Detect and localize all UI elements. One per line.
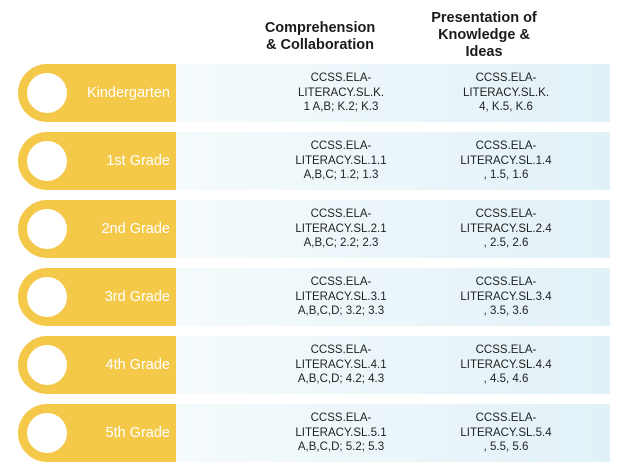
standard-line: LITERACY.SL.1.1 xyxy=(295,154,387,167)
standard-line: A,B,C; 1.2; 1.3 xyxy=(303,169,379,182)
standard-line: A,B,C; 2.2; 2.3 xyxy=(303,237,379,250)
standard-line: CCSS.ELA- xyxy=(475,208,537,221)
standard-line: , 3.5, 3.6 xyxy=(483,305,529,318)
standards-band: CCSS.ELA- LITERACY.SL.K. 1 A,B; K.2; K.3… xyxy=(176,64,610,122)
presentation-standard-cell: CCSS.ELA- LITERACY.SL.3.4 , 3.5, 3.6 xyxy=(426,268,586,326)
standards-band: CCSS.ELA- LITERACY.SL.1.1 A,B,C; 1.2; 1.… xyxy=(176,132,610,190)
grade-row-2nd: 2nd Grade CCSS.ELA- LITERACY.SL.2.1 A,B,… xyxy=(18,200,610,258)
grade-tab: 1st Grade xyxy=(18,132,176,190)
standard-line: CCSS.ELA- xyxy=(310,412,372,425)
standard-line: LITERACY.SL.2.4 xyxy=(460,222,552,235)
grade-tab: 3rd Grade xyxy=(18,268,176,326)
standards-band: CCSS.ELA- LITERACY.SL.5.1 A,B,C,D; 5.2; … xyxy=(176,404,610,462)
comprehension-standard-cell: CCSS.ELA- LITERACY.SL.3.1 A,B,C,D; 3.2; … xyxy=(266,268,416,326)
standard-line: CCSS.ELA- xyxy=(475,344,537,357)
standard-line: , 4.5, 4.6 xyxy=(483,373,529,386)
presentation-standard-cell: CCSS.ELA- LITERACY.SL.4.4 , 4.5, 4.6 xyxy=(426,336,586,394)
comprehension-standard-cell: CCSS.ELA- LITERACY.SL.K. 1 A,B; K.2; K.3 xyxy=(266,64,416,122)
circle-icon xyxy=(27,141,67,181)
column-header-line: Presentation of xyxy=(431,10,537,26)
standard-line: CCSS.ELA- xyxy=(310,344,372,357)
grade-row-3rd: 3rd Grade CCSS.ELA- LITERACY.SL.3.1 A,B,… xyxy=(18,268,610,326)
standard-line: CCSS.ELA- xyxy=(475,72,537,85)
standard-line: LITERACY.SL.5.1 xyxy=(295,426,387,439)
grade-label: Kindergarten xyxy=(86,85,170,101)
standard-line: LITERACY.SL.5.4 xyxy=(460,426,552,439)
standard-line: , 1.5, 1.6 xyxy=(483,169,529,182)
standard-line: A,B,C,D; 3.2; 3.3 xyxy=(297,305,385,318)
grade-row-5th: 5th Grade CCSS.ELA- LITERACY.SL.5.1 A,B,… xyxy=(18,404,610,462)
standards-band: CCSS.ELA- LITERACY.SL.3.1 A,B,C,D; 3.2; … xyxy=(176,268,610,326)
column-header-line: Knowledge & xyxy=(438,27,530,43)
presentation-standard-cell: CCSS.ELA- LITERACY.SL.5.4 , 5.5, 5.6 xyxy=(426,404,586,462)
circle-icon xyxy=(27,413,67,453)
presentation-standard-cell: CCSS.ELA- LITERACY.SL.2.4 , 2.5, 2.6 xyxy=(426,200,586,258)
standard-line: CCSS.ELA- xyxy=(475,276,537,289)
column-header-comprehension: Comprehension & Collaboration xyxy=(250,20,390,54)
grade-tab: 5th Grade xyxy=(18,404,176,462)
grade-row-1st: 1st Grade CCSS.ELA- LITERACY.SL.1.1 A,B,… xyxy=(18,132,610,190)
standard-line: CCSS.ELA- xyxy=(475,140,537,153)
standard-line: A,B,C,D; 4.2; 4.3 xyxy=(297,373,385,386)
grade-tab: Kindergarten xyxy=(18,64,176,122)
comprehension-standard-cell: CCSS.ELA- LITERACY.SL.4.1 A,B,C,D; 4.2; … xyxy=(266,336,416,394)
standard-line: 1 A,B; K.2; K.3 xyxy=(303,101,379,114)
grade-label: 3rd Grade xyxy=(104,289,170,305)
grade-tab: 2nd Grade xyxy=(18,200,176,258)
comprehension-standard-cell: CCSS.ELA- LITERACY.SL.2.1 A,B,C; 2.2; 2.… xyxy=(266,200,416,258)
standard-line: CCSS.ELA- xyxy=(310,72,372,85)
column-header-line: Comprehension xyxy=(264,20,376,36)
standard-line: CCSS.ELA- xyxy=(310,276,372,289)
standard-line: 4, K.5, K.6 xyxy=(479,101,533,114)
column-header-presentation: Presentation of Knowledge & Ideas xyxy=(410,10,558,61)
standards-band: CCSS.ELA- LITERACY.SL.4.1 A,B,C,D; 4.2; … xyxy=(176,336,610,394)
presentation-standard-cell: CCSS.ELA- LITERACY.SL.K. 4, K.5, K.6 xyxy=(426,64,586,122)
comprehension-standard-cell: CCSS.ELA- LITERACY.SL.5.1 A,B,C,D; 5.2; … xyxy=(266,404,416,462)
standard-line: A,B,C,D; 5.2; 5.3 xyxy=(297,441,385,454)
standard-line: , 2.5, 2.6 xyxy=(483,237,529,250)
grade-label: 4th Grade xyxy=(105,357,171,373)
grade-row-4th: 4th Grade CCSS.ELA- LITERACY.SL.4.1 A,B,… xyxy=(18,336,610,394)
standard-line: , 5.5, 5.6 xyxy=(483,441,529,454)
grade-tab: 4th Grade xyxy=(18,336,176,394)
comprehension-standard-cell: CCSS.ELA- LITERACY.SL.1.1 A,B,C; 1.2; 1.… xyxy=(266,132,416,190)
standard-line: LITERACY.SL.1.4 xyxy=(460,154,552,167)
standard-line: CCSS.ELA- xyxy=(310,208,372,221)
grade-label: 2nd Grade xyxy=(101,221,170,237)
circle-icon xyxy=(27,73,67,113)
circle-icon xyxy=(27,209,67,249)
standards-band: CCSS.ELA- LITERACY.SL.2.1 A,B,C; 2.2; 2.… xyxy=(176,200,610,258)
standard-line: LITERACY.SL.4.1 xyxy=(295,358,387,371)
circle-icon xyxy=(27,277,67,317)
grade-row-kindergarten: Kindergarten CCSS.ELA- LITERACY.SL.K. 1 … xyxy=(18,64,610,122)
standard-line: LITERACY.SL.K. xyxy=(297,86,385,99)
standard-line: LITERACY.SL.3.4 xyxy=(460,290,552,303)
standard-line: CCSS.ELA- xyxy=(310,140,372,153)
standard-line: LITERACY.SL.K. xyxy=(462,86,550,99)
standard-line: LITERACY.SL.4.4 xyxy=(460,358,552,371)
grade-label: 5th Grade xyxy=(105,425,171,441)
standard-line: CCSS.ELA- xyxy=(475,412,537,425)
standard-line: LITERACY.SL.2.1 xyxy=(295,222,387,235)
column-header-line: & Collaboration xyxy=(266,37,374,53)
standard-line: LITERACY.SL.3.1 xyxy=(295,290,387,303)
circle-icon xyxy=(27,345,67,385)
presentation-standard-cell: CCSS.ELA- LITERACY.SL.1.4 , 1.5, 1.6 xyxy=(426,132,586,190)
grade-label: 1st Grade xyxy=(106,153,170,169)
column-header-line: Ideas xyxy=(465,44,503,60)
